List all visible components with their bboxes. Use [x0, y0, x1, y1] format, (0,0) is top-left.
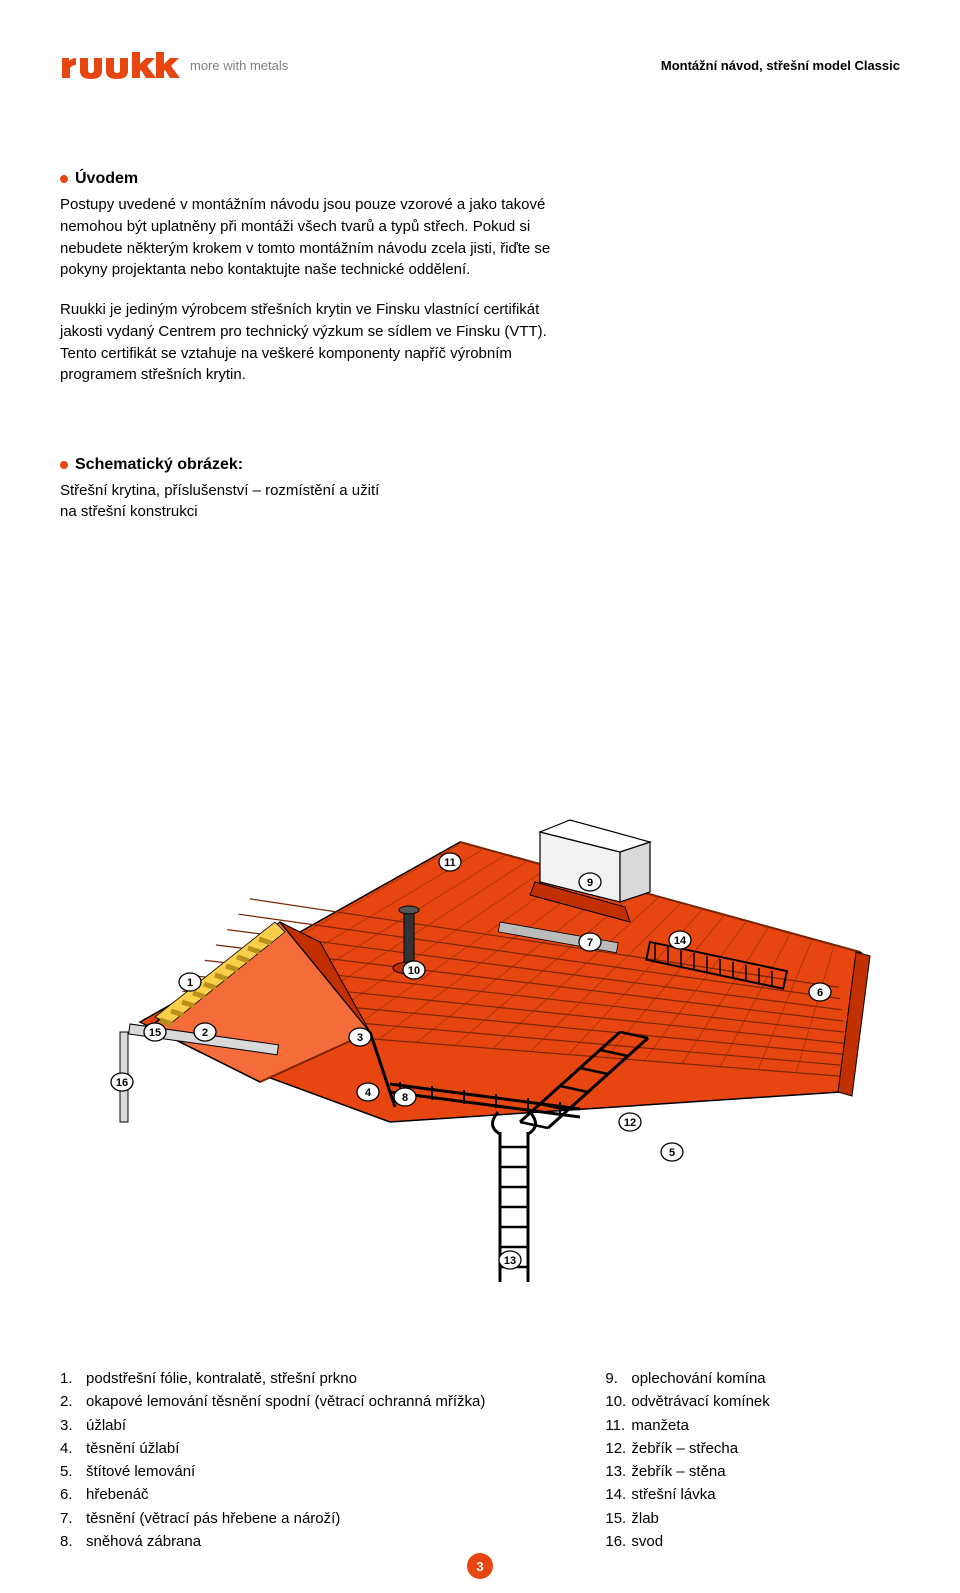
- legend: 1.podstřešní fólie, kontralatě, střešní …: [60, 1367, 900, 1553]
- legend-number: 11.: [605, 1414, 631, 1437]
- legend-item: 3.úžlabí: [60, 1414, 485, 1437]
- bullet-icon: [60, 175, 68, 183]
- page-header: more with metals Montážní návod, střešní…: [60, 50, 900, 80]
- page-number: 3: [467, 1553, 493, 1579]
- svg-text:1: 1: [187, 977, 193, 989]
- legend-text: oplechování komína: [631, 1367, 765, 1390]
- svg-text:16: 16: [116, 1077, 128, 1089]
- brand-tagline: more with metals: [190, 58, 288, 73]
- legend-item: 7.těsnění (větrací pás hřebene a nároží): [60, 1507, 485, 1530]
- svg-text:4: 4: [365, 1087, 372, 1099]
- legend-text: štítové lemování: [86, 1460, 195, 1483]
- schema-sub-2: na střešní konstrukci: [60, 501, 900, 522]
- svg-text:13: 13: [504, 1255, 516, 1267]
- legend-text: hřebenáč: [86, 1483, 149, 1506]
- svg-text:11: 11: [444, 857, 456, 869]
- legend-number: 9.: [605, 1367, 631, 1390]
- schema-heading-text: Schematický obrázek:: [75, 456, 243, 474]
- legend-text: odvětrávací komínek: [631, 1390, 769, 1413]
- legend-number: 12.: [605, 1437, 631, 1460]
- legend-right-column: 9.oplechování komína10.odvětrávací komín…: [605, 1367, 769, 1553]
- svg-text:14: 14: [674, 935, 687, 947]
- legend-left-column: 1.podstřešní fólie, kontralatě, střešní …: [60, 1367, 485, 1553]
- roof-diagram: 12345678910111213141516: [60, 562, 900, 1317]
- legend-number: 13.: [605, 1460, 631, 1483]
- page-number-wrap: 3: [467, 1553, 493, 1579]
- brand-block: more with metals: [60, 50, 288, 80]
- legend-number: 3.: [60, 1414, 86, 1437]
- svg-text:2: 2: [202, 1027, 208, 1039]
- legend-number: 4.: [60, 1437, 86, 1460]
- legend-item: 6.hřebenáč: [60, 1483, 485, 1506]
- legend-number: 1.: [60, 1367, 86, 1390]
- legend-text: sněhová zábrana: [86, 1530, 201, 1553]
- svg-text:8: 8: [402, 1092, 408, 1104]
- legend-text: těsnění úžlabí: [86, 1437, 179, 1460]
- legend-item: 2.okapové lemování těsnění spodní (větra…: [60, 1390, 485, 1413]
- legend-text: svod: [631, 1530, 663, 1553]
- bullet-icon: [60, 461, 68, 469]
- svg-text:15: 15: [149, 1027, 161, 1039]
- document-title: Montážní návod, střešní model Classic: [661, 58, 900, 73]
- legend-item: 8.sněhová zábrana: [60, 1530, 485, 1553]
- svg-text:7: 7: [587, 937, 593, 949]
- section-intro: Úvodem Postupy uvedené v montážním návod…: [60, 170, 900, 386]
- legend-item: 1.podstřešní fólie, kontralatě, střešní …: [60, 1367, 485, 1390]
- intro-para-1: Postupy uvedené v montážním návodu jsou …: [60, 194, 580, 281]
- ruukki-logo-icon: [60, 50, 180, 80]
- svg-text:10: 10: [408, 965, 420, 977]
- legend-text: manžeta: [631, 1414, 689, 1437]
- legend-item: 12.žebřík – střecha: [605, 1437, 769, 1460]
- svg-text:3: 3: [357, 1032, 363, 1044]
- legend-text: žlab: [631, 1507, 659, 1530]
- legend-item: 10.odvětrávací komínek: [605, 1390, 769, 1413]
- legend-number: 10.: [605, 1390, 631, 1413]
- legend-number: 16.: [605, 1530, 631, 1553]
- legend-text: úžlabí: [86, 1414, 126, 1437]
- section-schema: Schematický obrázek: Střešní krytina, př…: [60, 456, 900, 522]
- roof-diagram-svg: 12345678910111213141516: [60, 562, 900, 1312]
- legend-number: 5.: [60, 1460, 86, 1483]
- legend-number: 15.: [605, 1507, 631, 1530]
- legend-text: těsnění (větrací pás hřebene a nároží): [86, 1507, 340, 1530]
- schema-heading: Schematický obrázek:: [60, 456, 900, 474]
- legend-text: žebřík – střecha: [631, 1437, 738, 1460]
- legend-number: 14.: [605, 1483, 631, 1506]
- legend-item: 15.žlab: [605, 1507, 769, 1530]
- legend-item: 11.manžeta: [605, 1414, 769, 1437]
- legend-text: podstřešní fólie, kontralatě, střešní pr…: [86, 1367, 357, 1390]
- svg-text:5: 5: [669, 1147, 675, 1159]
- legend-item: 13.žebřík – stěna: [605, 1460, 769, 1483]
- legend-number: 7.: [60, 1507, 86, 1530]
- svg-text:12: 12: [624, 1117, 636, 1129]
- svg-text:6: 6: [817, 987, 823, 999]
- intro-para-2: Ruukki je jediným výrobcem střešních kry…: [60, 299, 580, 386]
- legend-item: 5.štítové lemování: [60, 1460, 485, 1483]
- legend-number: 6.: [60, 1483, 86, 1506]
- legend-item: 16.svod: [605, 1530, 769, 1553]
- legend-text: okapové lemování těsnění spodní (větrací…: [86, 1390, 485, 1413]
- legend-text: střešní lávka: [631, 1483, 715, 1506]
- legend-item: 4.těsnění úžlabí: [60, 1437, 485, 1460]
- schema-sub-1: Střešní krytina, příslušenství – rozmíst…: [60, 480, 900, 501]
- legend-number: 8.: [60, 1530, 86, 1553]
- intro-heading: Úvodem: [60, 170, 900, 188]
- legend-item: 14.střešní lávka: [605, 1483, 769, 1506]
- intro-heading-text: Úvodem: [75, 170, 138, 188]
- legend-item: 9.oplechování komína: [605, 1367, 769, 1390]
- legend-text: žebřík – stěna: [631, 1460, 725, 1483]
- svg-text:9: 9: [587, 877, 593, 889]
- legend-number: 2.: [60, 1390, 86, 1413]
